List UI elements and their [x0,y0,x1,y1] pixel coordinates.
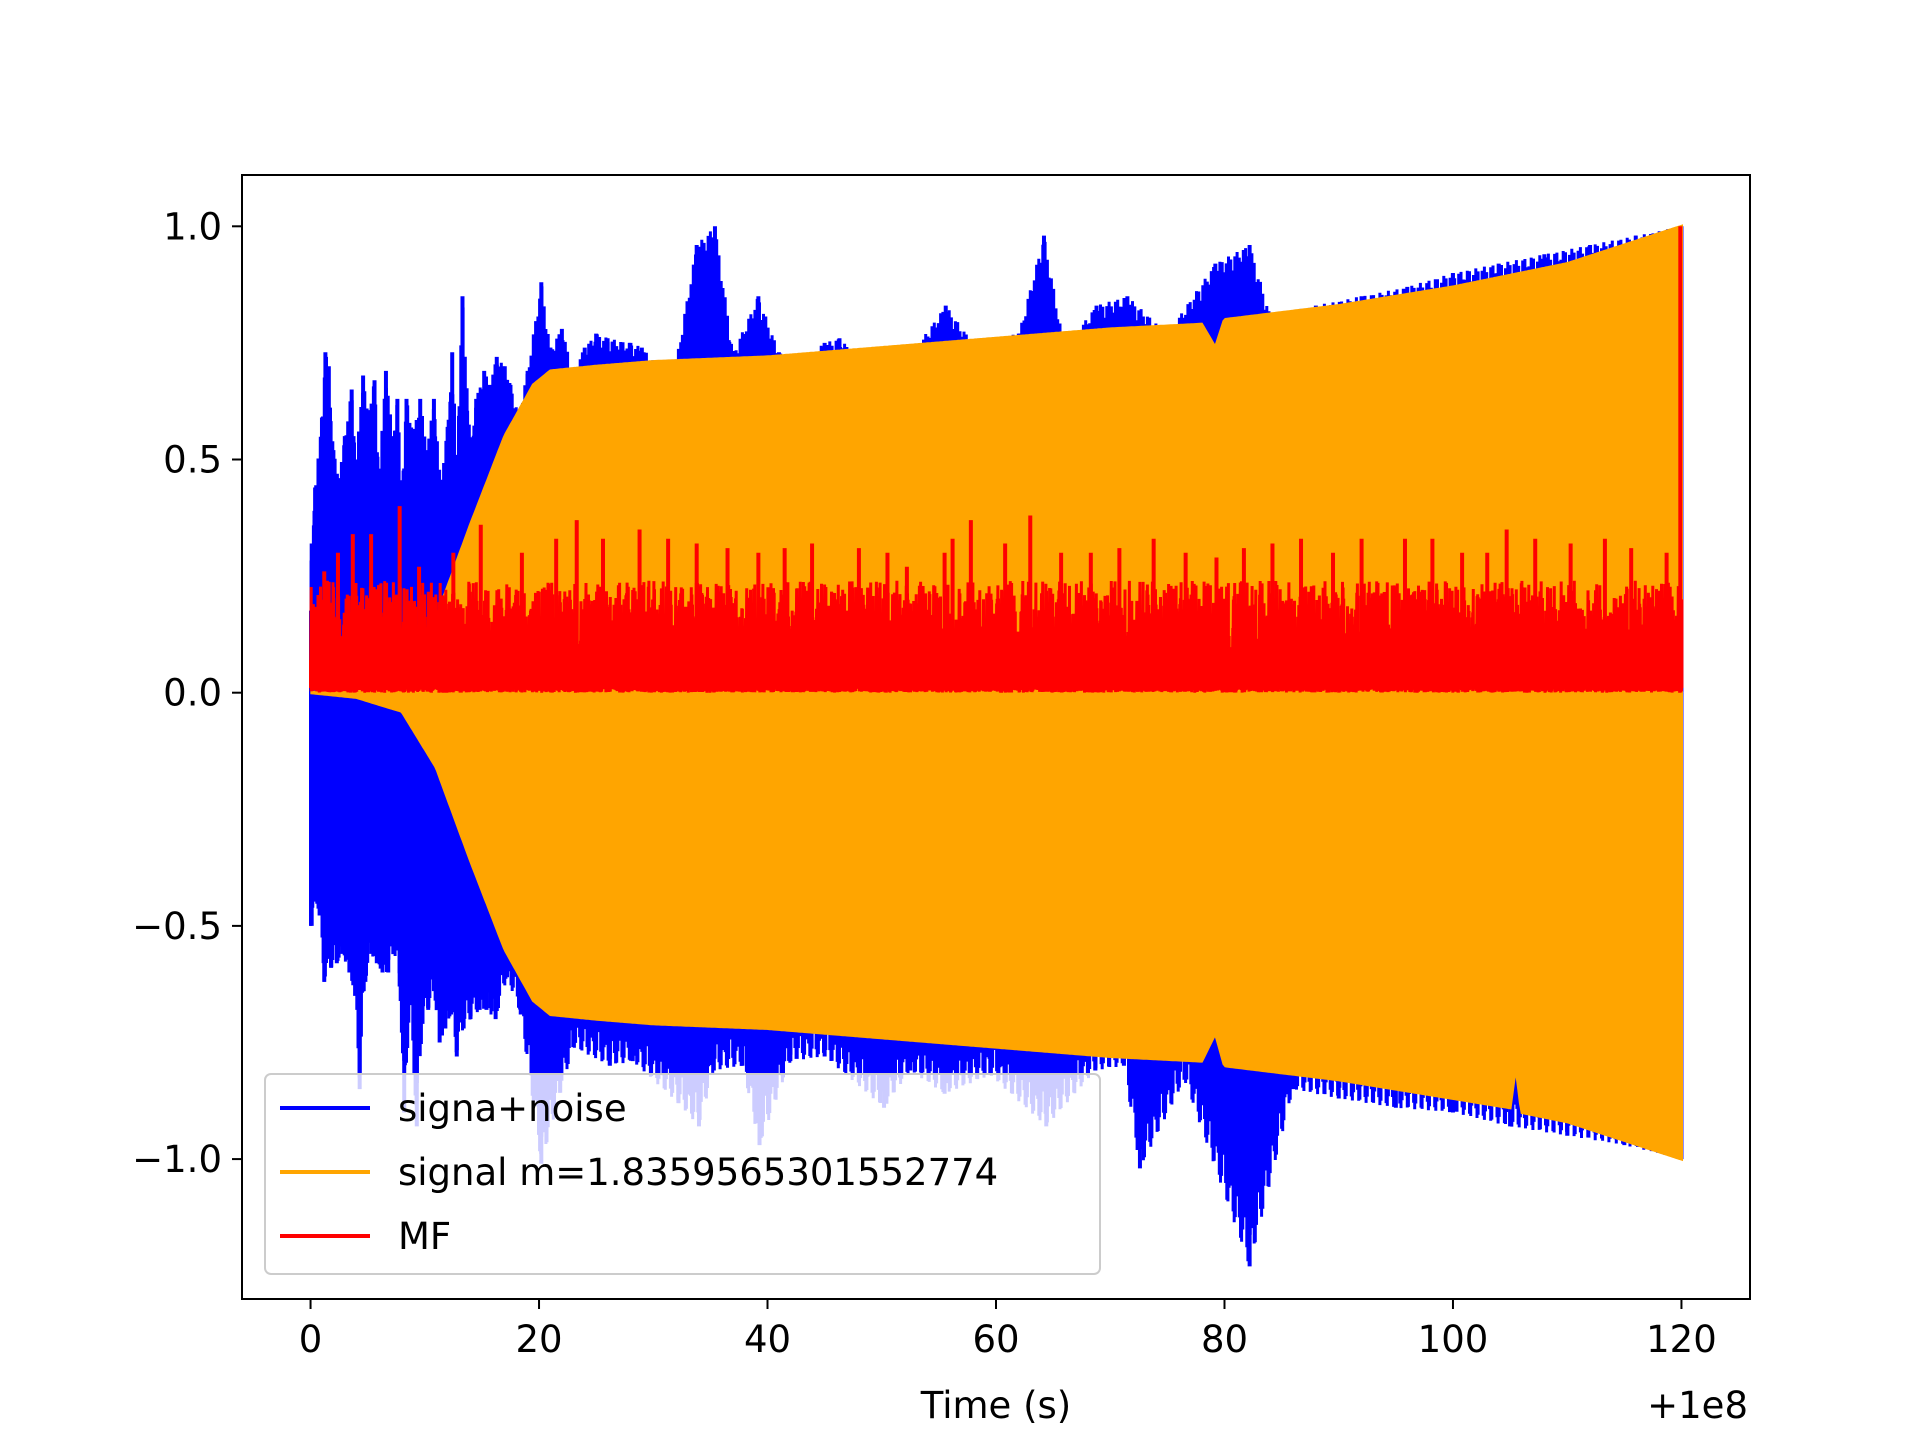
x-tick-label: 120 [1646,1318,1717,1361]
y-tick-label: −1.0 [132,1138,222,1181]
signal-envelope [310,224,1683,1162]
legend-label-signal: signal m=1.8359565301552774 [398,1151,998,1194]
legend-box [264,1073,1101,1275]
x-tick-label: 0 [299,1318,323,1361]
legend-label-mf: MF [398,1215,451,1258]
x-offset-label: +1e8 [1647,1384,1748,1427]
y-tick-label: 1.0 [163,205,222,248]
series-mf [309,226,1684,693]
y-tick-label: 0.5 [163,438,222,481]
x-tick-label: 100 [1418,1318,1489,1361]
x-tick-label: 60 [972,1318,1019,1361]
y-tick-label: −0.5 [132,905,222,948]
x-tick-label: 40 [744,1318,791,1361]
legend: signa+noise signal m=1.8359565301552774 … [264,1073,1101,1275]
mf-trace [309,580,1683,693]
series-signal [310,224,1683,1162]
x-axis: 0 20 40 60 80 100 120 [299,1299,1717,1361]
y-axis: 1.0 0.5 0.0 −0.5 −1.0 [132,205,242,1181]
legend-label-signal-noise: signa+noise [398,1087,627,1130]
plot-area [309,224,1684,1267]
x-axis-label: Time (s) [920,1384,1071,1427]
x-tick-label: 20 [515,1318,562,1361]
x-tick-label: 80 [1201,1318,1248,1361]
y-tick-label: 0.0 [163,672,222,715]
